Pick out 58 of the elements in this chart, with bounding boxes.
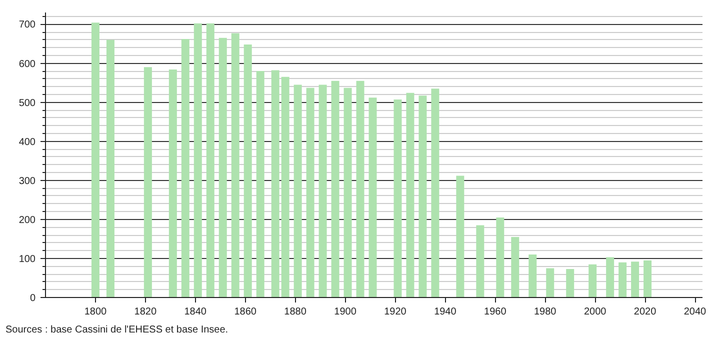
y-tick-label: 300 <box>18 176 36 187</box>
x-tick-label: 1940 <box>434 306 457 318</box>
bar <box>356 80 364 298</box>
y-tick-label: 200 <box>18 214 36 226</box>
x-tick-label: 1860 <box>234 306 257 318</box>
bar <box>476 225 484 298</box>
x-tick-label: 2000 <box>584 306 607 318</box>
y-tick-label: 400 <box>18 136 36 148</box>
bar <box>244 44 252 298</box>
source-note: Sources : base Cassini de l'EHESS et base Insee. <box>6 324 228 336</box>
bar <box>406 92 414 298</box>
bar <box>144 67 152 298</box>
bar <box>218 38 227 298</box>
bar <box>394 100 402 298</box>
bar <box>546 268 554 298</box>
x-tick-label: 1840 <box>184 306 207 318</box>
bar <box>566 269 574 298</box>
bar <box>256 71 264 298</box>
bar <box>91 22 100 298</box>
x-tick-label: 1820 <box>134 306 157 318</box>
y-tick-label: 600 <box>18 58 36 70</box>
x-tick-label: 1960 <box>484 306 507 318</box>
bar <box>631 262 640 298</box>
bar <box>271 70 280 298</box>
bar <box>431 88 440 298</box>
bar <box>368 98 377 298</box>
bar <box>456 176 464 298</box>
bar <box>606 257 614 298</box>
bar <box>418 96 427 298</box>
bar <box>294 84 302 298</box>
bar <box>181 39 190 298</box>
bar <box>618 262 627 298</box>
y-tick-label: 100 <box>18 254 36 265</box>
x-tick-label: 1880 <box>284 306 307 318</box>
bar <box>511 236 520 298</box>
bar <box>644 260 652 298</box>
bar <box>496 217 504 298</box>
bar <box>281 76 290 298</box>
bar <box>306 88 314 298</box>
bar <box>194 23 202 298</box>
bar <box>528 254 537 298</box>
x-tick-label: 1920 <box>384 306 407 318</box>
y-tick-label: 0 <box>30 293 36 304</box>
x-tick-label: 2020 <box>634 306 657 318</box>
bar <box>231 33 240 298</box>
x-tick-label: 1900 <box>334 306 357 318</box>
bar <box>168 70 177 298</box>
y-tick-label: 500 <box>18 98 36 109</box>
bar <box>206 23 214 298</box>
bar <box>318 84 327 298</box>
bar <box>344 88 352 298</box>
bar <box>106 40 114 298</box>
x-tick-label: 1980 <box>534 306 557 318</box>
bar <box>588 264 597 298</box>
bar <box>331 80 340 298</box>
y-tick-label: 700 <box>18 20 36 31</box>
x-tick-label: 1800 <box>84 306 108 318</box>
x-tick-label: 2040 <box>684 306 707 318</box>
